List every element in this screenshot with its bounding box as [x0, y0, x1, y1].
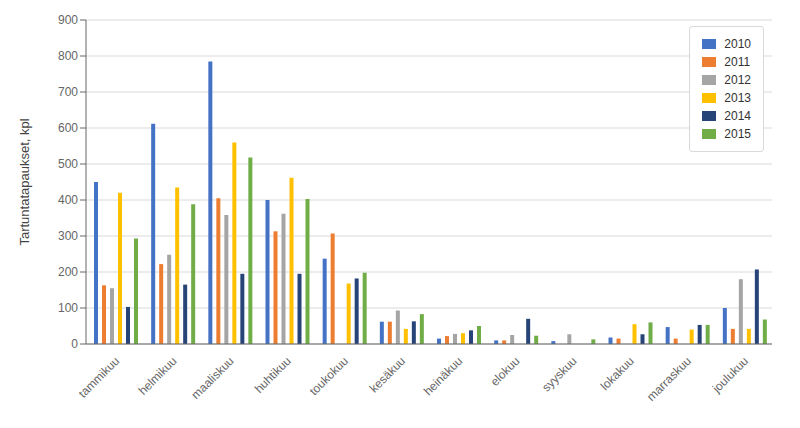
svg-text:tammikuu: tammikuu: [76, 354, 123, 401]
svg-text:800: 800: [58, 49, 78, 63]
html-text:2010: 2010: [724, 37, 751, 51]
svg-text:lokakuu: lokakuu: [598, 354, 637, 393]
svg-text:300: 300: [58, 229, 78, 243]
svg-text:900: 900: [58, 13, 78, 27]
svg-text:elokuu: elokuu: [488, 354, 523, 389]
svg-text:600: 600: [58, 121, 78, 135]
svg-text:marraskuu: marraskuu: [644, 354, 694, 404]
html-text:2014: 2014: [724, 109, 751, 123]
svg-text:500: 500: [58, 157, 78, 171]
svg-text:helmikuu: helmikuu: [136, 354, 180, 398]
svg-text:heinäkuu: heinäkuu: [421, 354, 465, 398]
html-text:2012: 2012: [724, 73, 751, 87]
svg-text:joulukuu: joulukuu: [709, 354, 751, 396]
html-text:2011: 2011: [724, 55, 751, 69]
svg-text:kesäkuu: kesäkuu: [367, 354, 409, 396]
html-text:2013: 2013: [724, 91, 751, 105]
svg-text:syyskuu: syyskuu: [539, 354, 580, 395]
svg-text:400: 400: [58, 193, 78, 207]
svg-text:huhtikuu: huhtikuu: [252, 354, 294, 396]
svg-text:700: 700: [58, 85, 78, 99]
svg-text:0: 0: [71, 337, 78, 351]
svg-text:maaliskuu: maaliskuu: [189, 354, 237, 402]
svg-text:Tartuntatapaukset, kpl: Tartuntatapaukset, kpl: [17, 118, 32, 245]
svg-text:toukokuu: toukokuu: [307, 354, 351, 398]
html-text:2015: 2015: [724, 127, 751, 141]
svg-text:100: 100: [58, 301, 78, 315]
svg-text:200: 200: [58, 265, 78, 279]
